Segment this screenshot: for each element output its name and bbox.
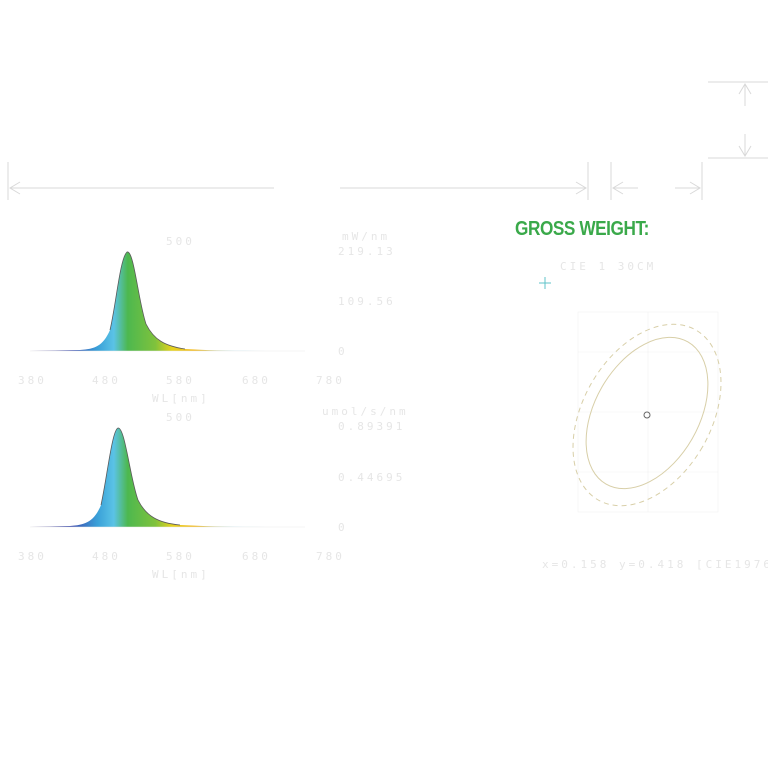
bottom-y-mid: 0.44695 xyxy=(338,471,405,484)
bottom-x-tick: 580 xyxy=(166,550,195,563)
top-x-tick: 380 xyxy=(18,374,47,387)
inner-ellipse xyxy=(585,336,709,490)
top-y-unit: mW/nm xyxy=(342,230,390,243)
top-x-tick: 480 xyxy=(92,374,121,387)
top-x-tick: 680 xyxy=(242,374,271,387)
bottom-peak-label: 500 xyxy=(166,411,195,424)
top-x-tick: 580 xyxy=(166,374,195,387)
outer-ellipse xyxy=(572,323,722,507)
bottom-x-label: WL[nm] xyxy=(152,568,210,581)
crosshair-icon xyxy=(539,277,551,289)
gross-weight-heading: GROSS WEIGHT: xyxy=(515,218,649,240)
bottom-x-tick: 680 xyxy=(242,550,271,563)
top-y-mid: 109.56 xyxy=(338,295,396,308)
top-peak-label: 500 xyxy=(166,235,195,248)
bottom-x-tick: 380 xyxy=(18,550,47,563)
bottom-y-zero: 0 xyxy=(338,521,348,534)
bottom-y-unit: umol/s/nm xyxy=(322,405,409,418)
top-y-zero: 0 xyxy=(338,345,348,358)
cie-coords: x=0.158 y=0.418 [CIE1976] xyxy=(542,558,768,571)
chromaticity-point xyxy=(643,411,651,419)
bottom-x-tick: 780 xyxy=(316,550,345,563)
bottom-x-tick: 480 xyxy=(92,550,121,563)
top-y-max: 219.13 xyxy=(338,245,396,258)
top-x-tick: 780 xyxy=(316,374,345,387)
top-x-label: WL[nm] xyxy=(152,392,210,405)
cie-label: CIE 1 30CM xyxy=(560,260,656,273)
bottom-y-max: 0.89391 xyxy=(338,420,405,433)
